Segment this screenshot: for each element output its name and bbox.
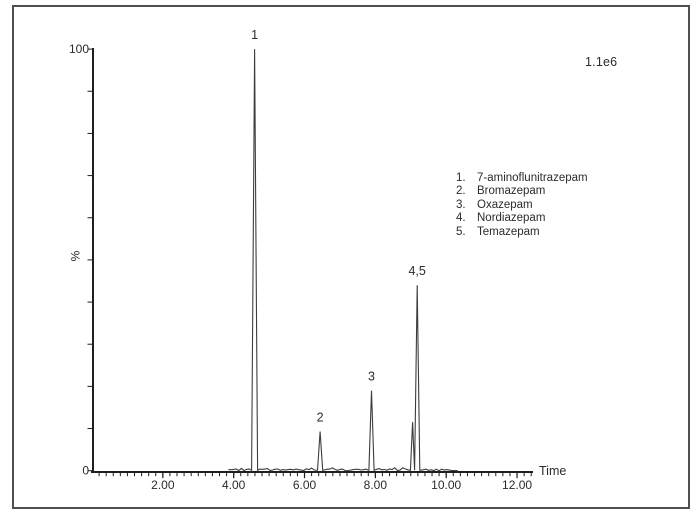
- legend-item-name: Bromazepam: [477, 185, 546, 198]
- legend-item-name: 7-aminoflunitrazepam: [477, 172, 588, 184]
- x-tick-label-4.00: 4.00: [222, 478, 246, 492]
- legend-item-number: 2.: [456, 185, 466, 198]
- legend-item-name: Temazepam: [477, 225, 540, 238]
- x-tick-label-2.00: 2.00: [151, 478, 175, 492]
- legend-item-name: Oxazepam: [477, 198, 533, 211]
- peak-legend: 1. 7-aminoflunitrazepam 2. Bromazepam 3.…: [456, 172, 588, 239]
- figure-border: [12, 5, 690, 509]
- y-tick-label-100: 100: [69, 42, 89, 56]
- legend-item: 2. Bromazepam: [456, 185, 588, 198]
- y-axis-label: %: [68, 250, 83, 262]
- legend-item-number: 3.: [456, 198, 466, 211]
- legend-item-name: Nordiazepam: [477, 212, 546, 225]
- x-tick-label-10.00: 10.00: [431, 478, 461, 492]
- peak-label-2: 2: [317, 410, 324, 424]
- legend-item-number: 5.: [456, 225, 466, 238]
- legend-item: 5. Temazepam: [456, 226, 588, 239]
- y-tick-label-0: 0: [82, 464, 89, 478]
- legend-item: 4. Nordiazepam: [456, 212, 588, 225]
- chromatogram-trace: [228, 49, 458, 472]
- peak-label-1: 1: [251, 28, 258, 42]
- x-axis-label: Time: [539, 464, 567, 478]
- legend-item: 1. 7-aminoflunitrazepam: [456, 172, 588, 185]
- peak-label-4,5: 4,5: [408, 264, 425, 278]
- legend-item: 3. Oxazepam: [456, 199, 588, 212]
- peak-label-3: 3: [368, 370, 375, 384]
- x-tick-label-8.00: 8.00: [364, 478, 388, 492]
- x-tick-label-12.00: 12.00: [502, 478, 532, 492]
- x-tick-label-6.00: 6.00: [293, 478, 317, 492]
- legend-item-number: 4.: [456, 212, 466, 225]
- intensity-scale-annotation: 1.1e6: [585, 55, 618, 69]
- legend-item-number: 1.: [456, 172, 466, 184]
